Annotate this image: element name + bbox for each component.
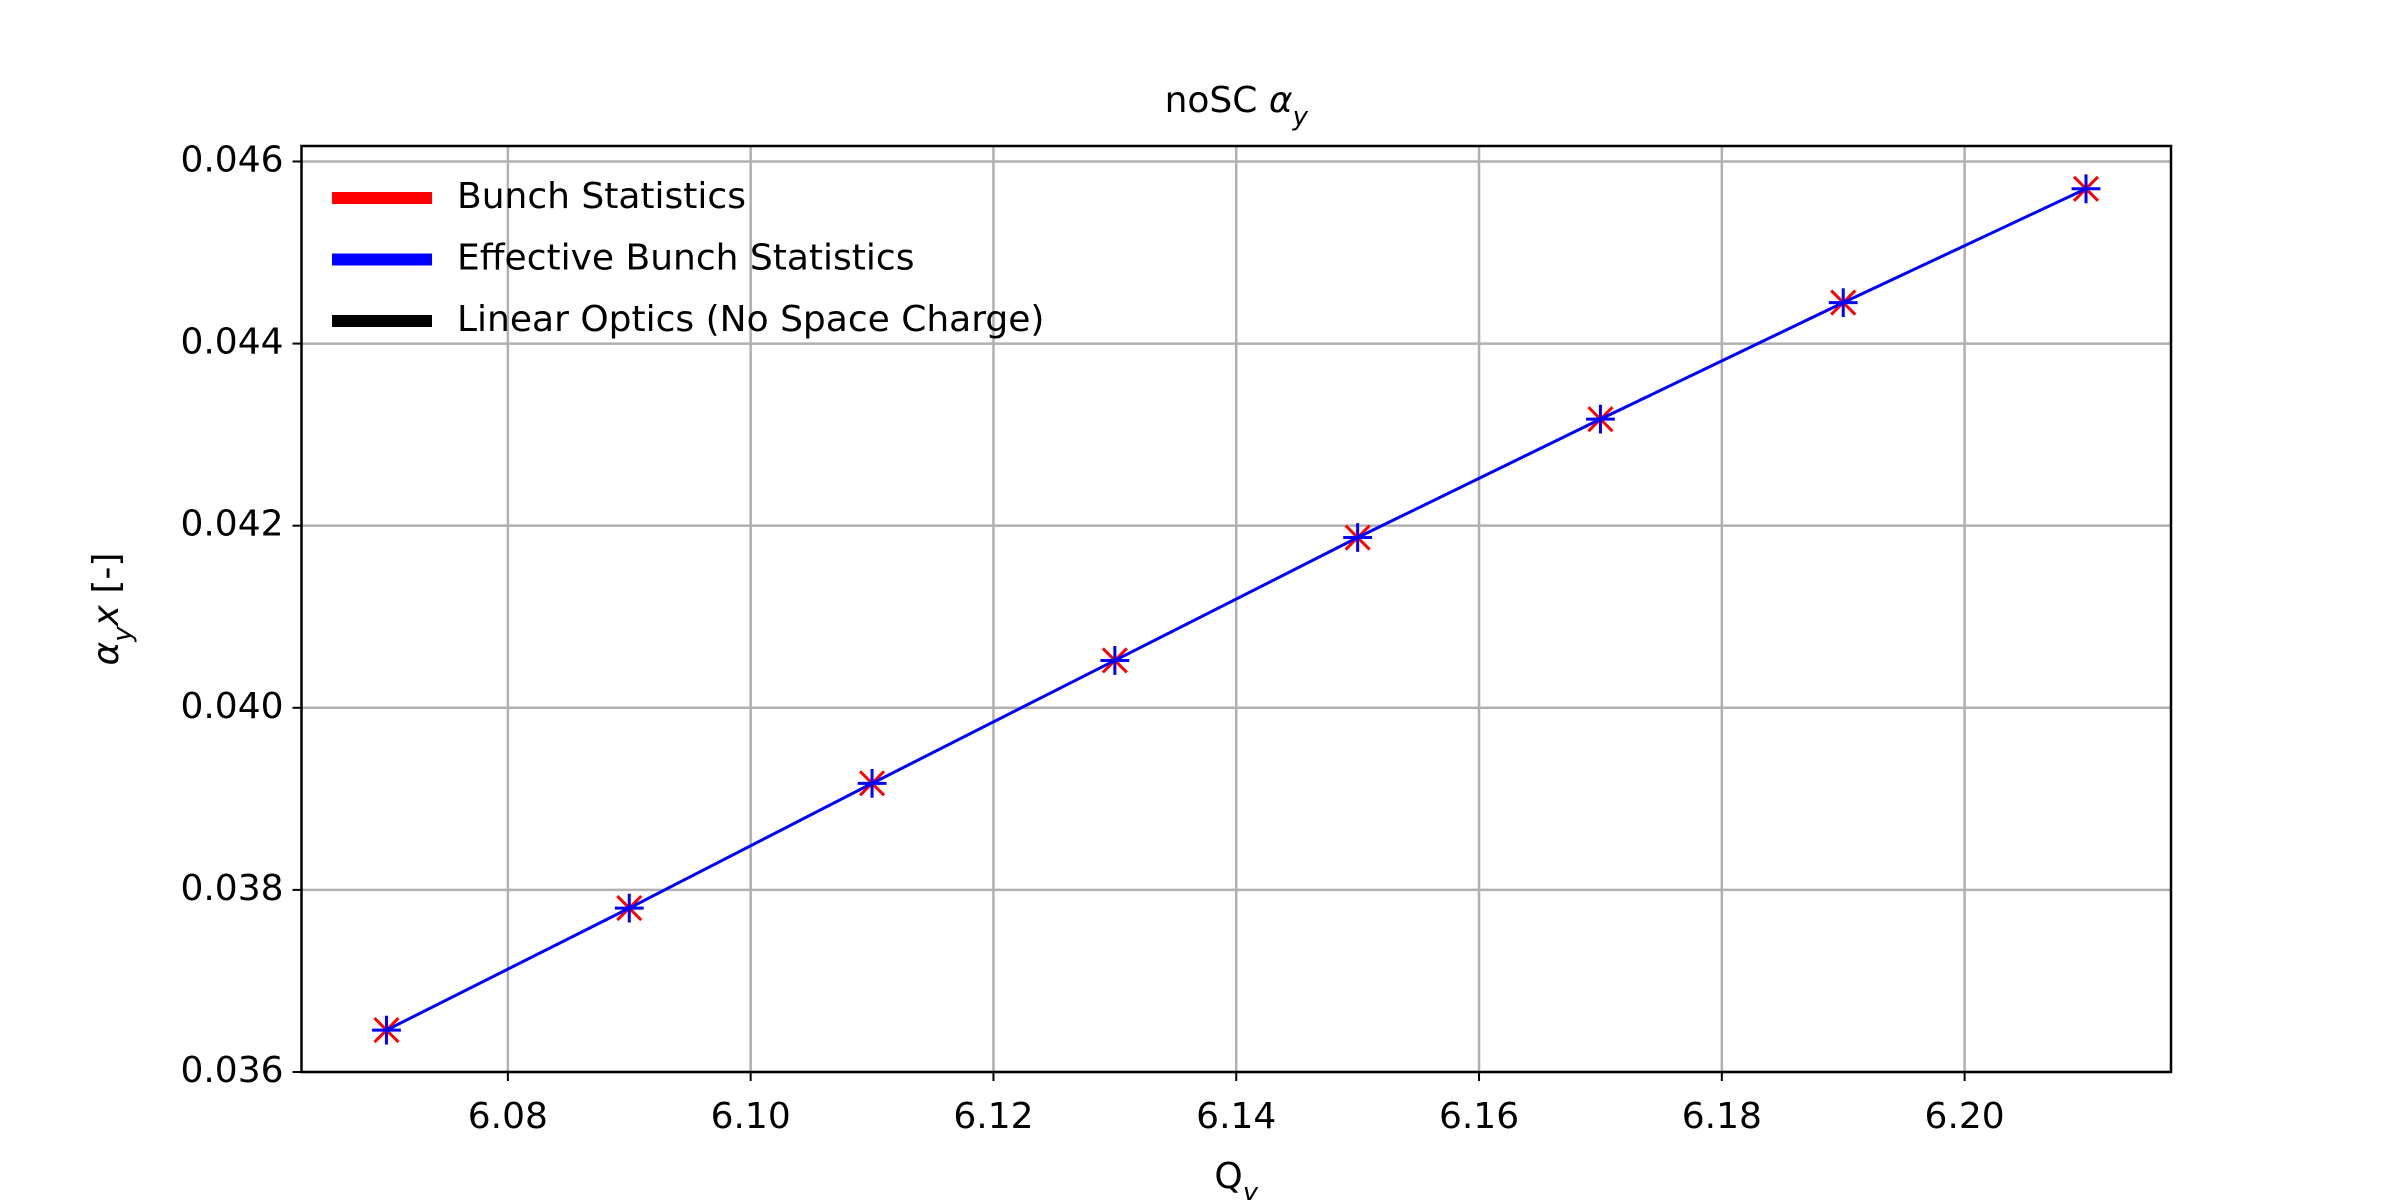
marker	[372, 1015, 401, 1045]
x-tick-label: 6.18	[1682, 1096, 1762, 1137]
y-axis-label-part: x	[86, 604, 127, 627]
x-tick-label: 6.14	[1196, 1096, 1276, 1137]
y-axis-label-part: α	[86, 641, 127, 665]
y-tick-label: 0.040	[180, 686, 283, 727]
legend-label: Bunch Statistics	[457, 176, 746, 217]
x-axis-label-part: Q	[1214, 1156, 1242, 1197]
y-axis-label-part: y	[108, 626, 138, 643]
marker	[1100, 646, 1130, 675]
chart-title: noSC αy	[1165, 80, 1309, 132]
x-axis-label: Qy	[1214, 1156, 1258, 1200]
y-axis-label: αyx [-]	[86, 553, 138, 666]
x-tick-label: 6.16	[1439, 1096, 1519, 1137]
marker	[2071, 174, 2101, 204]
y-tick-label: 0.046	[180, 139, 283, 180]
chart-title-part: y	[1292, 102, 1309, 132]
chart-title-part: noSC	[1165, 80, 1269, 121]
y-tick-label: 0.042	[180, 504, 283, 545]
marker	[857, 768, 887, 798]
legend-label: Effective Bunch Statistics	[457, 238, 914, 279]
y-tick-label: 0.044	[180, 322, 283, 363]
y-tick-label: 0.036	[180, 1050, 283, 1091]
x-axis-label-part: y	[1242, 1178, 1259, 1200]
x-tick-label: 6.12	[953, 1096, 1033, 1137]
legend-label: Linear Optics (No Space Charge)	[457, 299, 1044, 340]
marker	[1828, 288, 1858, 318]
marker	[614, 893, 644, 923]
axes-frame	[300, 144, 2173, 1074]
x-tick-label: 6.10	[711, 1096, 791, 1137]
marker	[1343, 523, 1373, 552]
marker	[1586, 404, 1615, 434]
series-line	[385, 187, 2087, 1032]
y-axis-label-part: [-]	[86, 553, 127, 606]
y-tick-label: 0.038	[180, 868, 283, 909]
x-tick-label: 6.20	[1925, 1096, 2005, 1137]
chart-title-part: α	[1269, 80, 1293, 121]
x-tick-label: 6.08	[468, 1096, 548, 1137]
